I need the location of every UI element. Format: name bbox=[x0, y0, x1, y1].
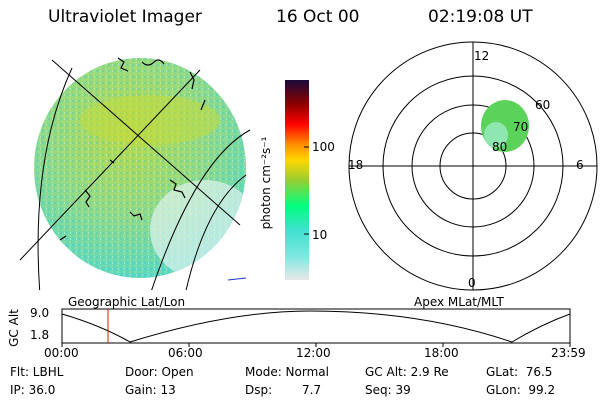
polar-mlat-mlt-plot: 12 18 6 0 60 70 80 bbox=[348, 41, 598, 291]
filter-info: Flt: LBHL bbox=[10, 365, 64, 379]
instrument-title: Ultraviolet Imager bbox=[48, 7, 202, 27]
color-scale-bar bbox=[285, 80, 309, 280]
dsp-label: Dsp: bbox=[245, 383, 273, 397]
mode-info: Mode: Normal bbox=[245, 365, 329, 379]
observation-time: 02:19:08 UT bbox=[428, 7, 533, 27]
colorbar-unit-label: photon cm⁻²s⁻¹ bbox=[259, 136, 273, 230]
altitude-axis-label: GC Alt bbox=[7, 309, 21, 347]
mlat-80-label: 80 bbox=[492, 140, 507, 154]
colorbar-tick-10: 10 bbox=[312, 228, 328, 242]
ip-info: IP: 36.0 bbox=[10, 383, 56, 397]
time-tick-1800: 18:00 bbox=[424, 346, 459, 360]
mlt-12-label: 12 bbox=[474, 49, 489, 63]
time-tick-2359: 23:59 bbox=[551, 346, 586, 360]
gain-info: Gain: 13 bbox=[125, 383, 176, 397]
mlt-0-label: 0 bbox=[468, 276, 476, 290]
colorbar-tick-100: 100 bbox=[312, 140, 335, 154]
altitude-strip-chart bbox=[61, 308, 571, 347]
seq-info: Seq: 39 bbox=[365, 383, 411, 397]
alt-tick-high: 9.0 bbox=[30, 306, 50, 320]
mlt-18-label: 18 bbox=[348, 158, 363, 172]
alt-tick-low: 1.8 bbox=[30, 328, 50, 342]
observation-date: 16 Oct 00 bbox=[276, 7, 360, 27]
door-info: Door: Open bbox=[125, 365, 194, 379]
apex-label: Apex MLat/MLT bbox=[414, 295, 504, 309]
time-tick-0000: 00:00 bbox=[44, 346, 79, 360]
glon-info: GLon: 99.2 bbox=[486, 383, 556, 397]
time-tick-1200: 12:00 bbox=[296, 346, 331, 360]
time-tick-0600: 06:00 bbox=[168, 346, 203, 360]
dsp-value: 7.7 bbox=[302, 383, 322, 397]
gc-alt-info: GC Alt: 2.9 Re bbox=[365, 365, 449, 379]
mlat-70-label: 70 bbox=[513, 120, 528, 134]
auroral-image bbox=[19, 57, 251, 290]
geographic-label: Geographic Lat/Lon bbox=[68, 295, 186, 309]
mlat-60-label: 60 bbox=[535, 98, 550, 112]
glat-info: GLat: 76.5 bbox=[486, 365, 553, 379]
mlt-6-label: 6 bbox=[576, 158, 584, 172]
